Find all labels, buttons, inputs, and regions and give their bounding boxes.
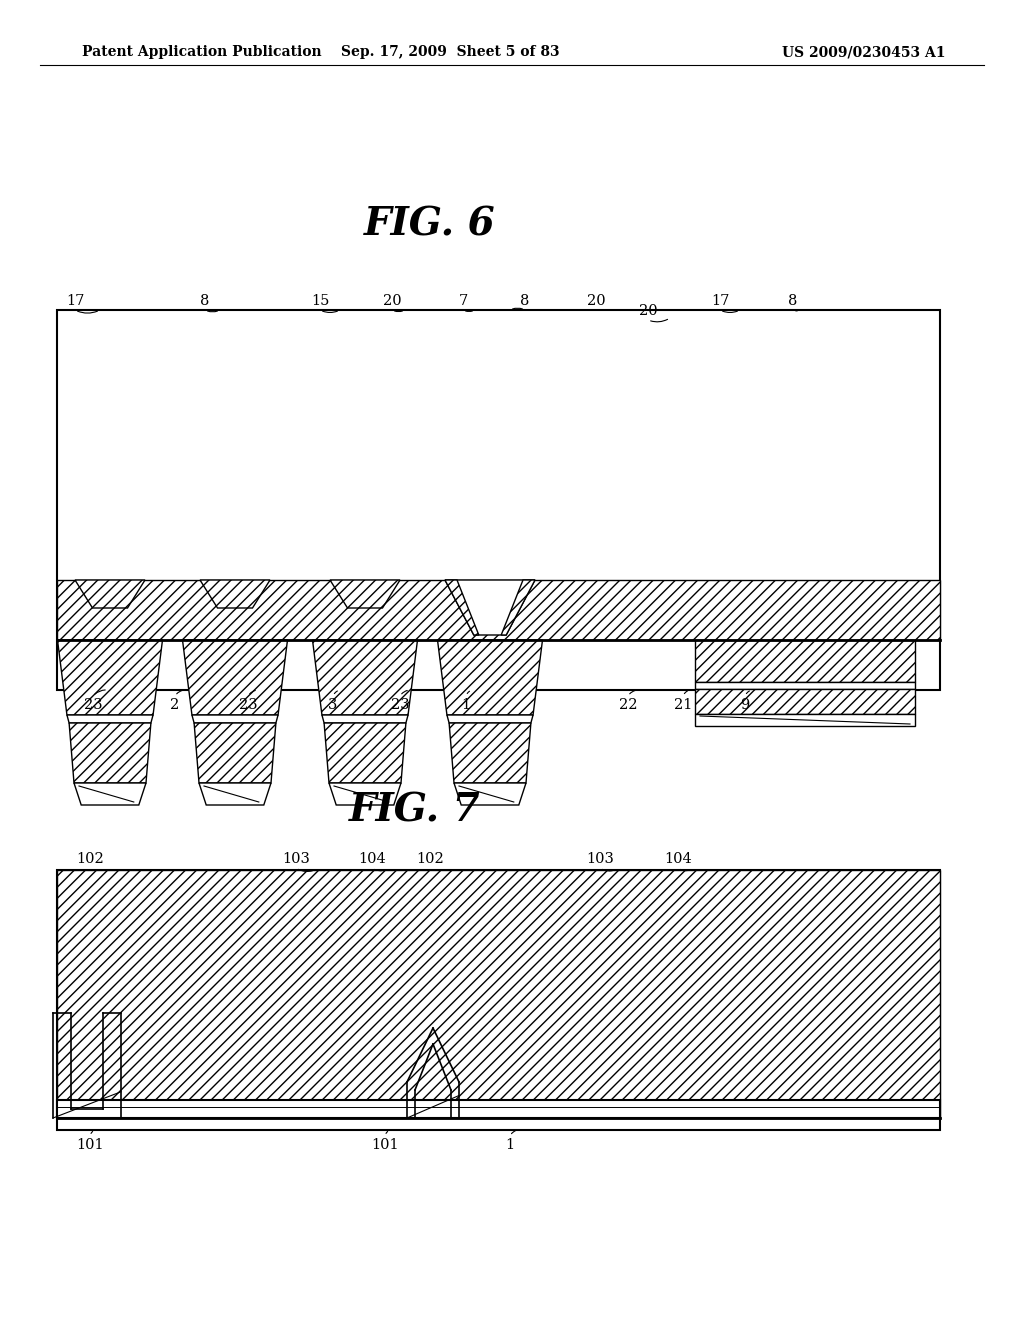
Text: 1: 1 xyxy=(462,698,471,711)
Polygon shape xyxy=(325,723,406,783)
Polygon shape xyxy=(330,579,400,609)
Polygon shape xyxy=(200,579,270,609)
Text: 104: 104 xyxy=(358,851,386,866)
Polygon shape xyxy=(450,723,530,783)
Polygon shape xyxy=(501,579,535,635)
Text: 101: 101 xyxy=(371,1138,398,1152)
Polygon shape xyxy=(329,783,401,805)
Text: 101: 101 xyxy=(76,1138,103,1152)
Text: 21: 21 xyxy=(674,698,692,711)
Bar xyxy=(57,1100,940,1118)
Polygon shape xyxy=(312,640,418,715)
Text: FIG. 6: FIG. 6 xyxy=(365,206,496,244)
Text: 22: 22 xyxy=(618,698,637,711)
Text: 7: 7 xyxy=(459,294,468,308)
Polygon shape xyxy=(445,579,535,635)
Polygon shape xyxy=(195,723,275,783)
Text: 17: 17 xyxy=(711,294,729,308)
Polygon shape xyxy=(437,640,543,715)
Bar xyxy=(57,310,940,690)
Text: Sep. 17, 2009  Sheet 5 of 83: Sep. 17, 2009 Sheet 5 of 83 xyxy=(341,45,559,59)
Text: US 2009/0230453 A1: US 2009/0230453 A1 xyxy=(781,45,945,59)
Text: 8: 8 xyxy=(201,294,210,308)
Polygon shape xyxy=(69,723,151,783)
Text: 102: 102 xyxy=(76,851,103,866)
Bar xyxy=(57,870,940,1118)
Text: 103: 103 xyxy=(586,851,614,866)
Text: 20: 20 xyxy=(383,294,401,308)
Polygon shape xyxy=(445,579,479,635)
Text: 17: 17 xyxy=(66,294,84,308)
Text: 102: 102 xyxy=(416,851,443,866)
Polygon shape xyxy=(322,715,408,723)
Polygon shape xyxy=(446,715,534,723)
Text: 20: 20 xyxy=(587,294,605,308)
Text: 1: 1 xyxy=(506,1138,515,1152)
Text: 103: 103 xyxy=(282,851,310,866)
Bar xyxy=(695,689,915,714)
Polygon shape xyxy=(75,579,145,609)
Bar xyxy=(695,682,915,689)
Polygon shape xyxy=(74,783,146,805)
Text: 23: 23 xyxy=(391,698,410,711)
Bar xyxy=(695,640,915,682)
Polygon shape xyxy=(454,783,526,805)
Polygon shape xyxy=(182,640,288,715)
Polygon shape xyxy=(67,715,153,723)
Polygon shape xyxy=(199,783,271,805)
Text: 8: 8 xyxy=(520,294,529,308)
Text: 3: 3 xyxy=(329,698,338,711)
Text: 23: 23 xyxy=(84,698,102,711)
Polygon shape xyxy=(57,640,163,715)
Polygon shape xyxy=(191,715,279,723)
Bar xyxy=(57,870,940,1130)
Text: 9: 9 xyxy=(740,698,750,711)
Text: FIG. 7: FIG. 7 xyxy=(349,791,481,829)
Bar xyxy=(57,579,940,640)
Text: 20: 20 xyxy=(639,304,657,318)
Text: 23: 23 xyxy=(239,698,257,711)
Text: 104: 104 xyxy=(665,851,692,866)
Text: 2: 2 xyxy=(170,698,179,711)
Bar xyxy=(695,714,915,726)
Text: 8: 8 xyxy=(788,294,798,308)
Text: Patent Application Publication: Patent Application Publication xyxy=(82,45,322,59)
Text: 15: 15 xyxy=(311,294,329,308)
